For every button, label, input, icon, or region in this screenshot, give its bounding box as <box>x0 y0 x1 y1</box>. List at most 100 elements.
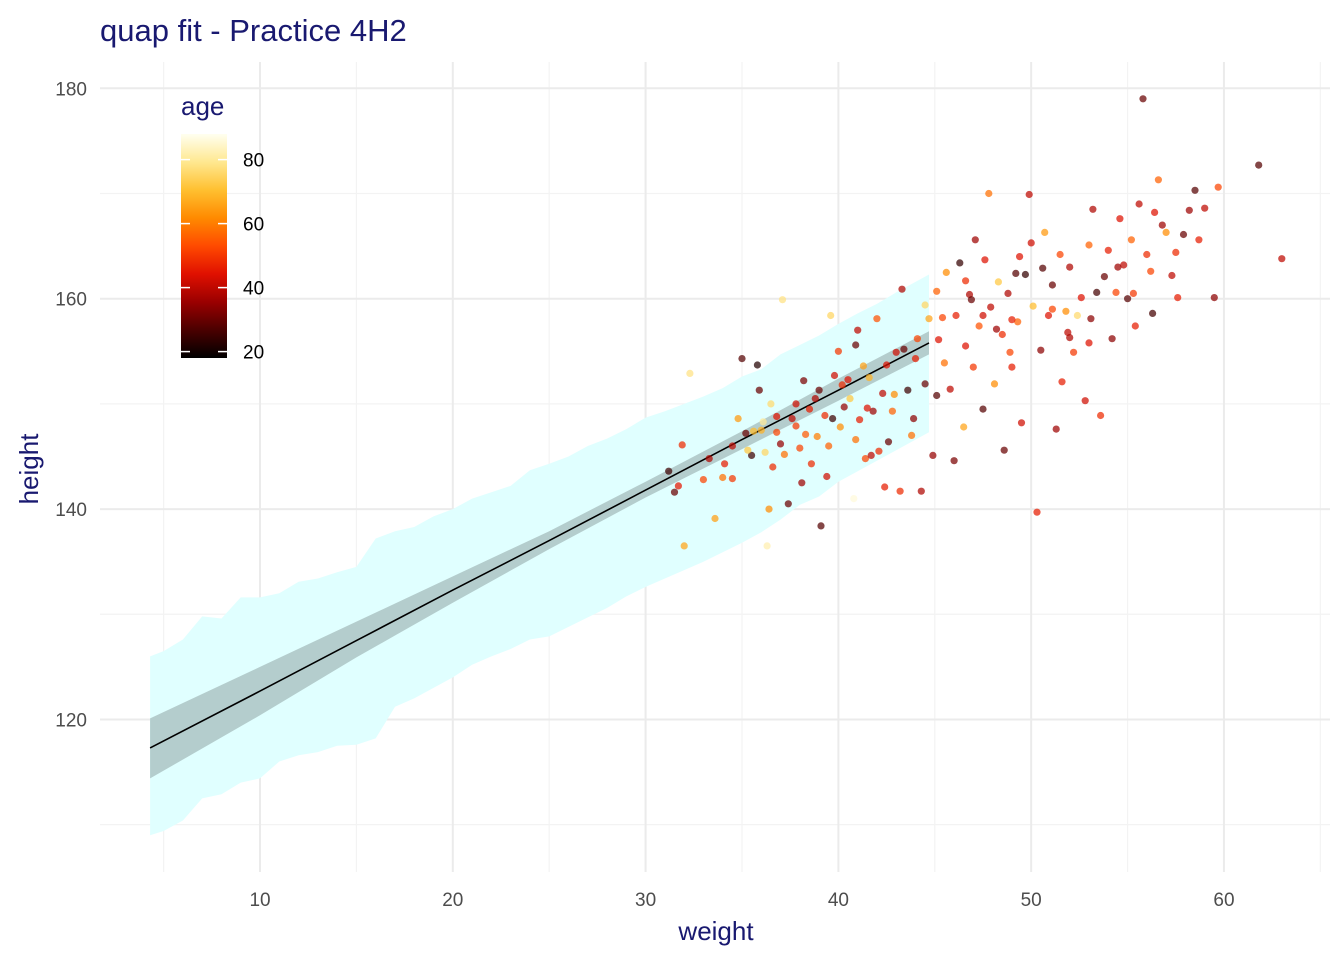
data-point <box>753 361 762 369</box>
legend-tick-label: 60 <box>243 215 264 236</box>
y-tick-label: 160 <box>55 290 87 311</box>
data-point <box>670 488 679 496</box>
data-point <box>975 322 983 330</box>
data-point <box>898 285 906 293</box>
data-point <box>950 457 958 465</box>
data-point <box>825 442 833 450</box>
data-point <box>890 390 898 398</box>
data-point <box>763 542 771 550</box>
data-point <box>755 386 763 394</box>
data-point <box>686 369 694 377</box>
data-point <box>881 483 889 491</box>
data-point <box>1014 318 1022 326</box>
data-point <box>929 451 937 459</box>
data-point <box>767 400 775 408</box>
data-point <box>1039 264 1047 272</box>
data-point <box>1016 253 1024 261</box>
legend: age 20 40 60 80 <box>181 91 264 364</box>
data-point <box>971 236 979 244</box>
data-point <box>1033 508 1041 516</box>
data-point <box>859 362 868 370</box>
data-point <box>967 296 976 304</box>
data-point <box>1097 411 1105 420</box>
data-point <box>979 311 987 320</box>
data-point <box>788 415 796 423</box>
data-point <box>1056 250 1064 259</box>
data-point <box>1127 236 1135 244</box>
data-point <box>834 347 843 355</box>
data-point <box>1201 204 1209 212</box>
data-point <box>757 426 765 434</box>
data-point <box>925 315 933 323</box>
data-point <box>921 301 929 309</box>
data-point <box>734 415 742 423</box>
data-point <box>1162 228 1170 236</box>
data-point <box>811 395 819 403</box>
data-point <box>865 374 873 382</box>
points <box>665 95 1286 550</box>
data-point <box>861 455 870 463</box>
data-point <box>969 363 977 371</box>
data-point <box>1191 186 1199 194</box>
data-point <box>1131 322 1139 330</box>
data-point <box>815 386 823 394</box>
data-point <box>921 380 929 388</box>
data-point <box>867 451 875 459</box>
data-point <box>908 431 916 439</box>
chart-title: quap fit - Practice 4H2 <box>100 13 407 48</box>
data-point <box>1158 221 1166 229</box>
data-point <box>1210 294 1218 302</box>
data-point <box>1116 215 1124 223</box>
data-point <box>823 472 831 481</box>
data-point <box>678 441 686 449</box>
data-point <box>1255 161 1263 169</box>
data-point <box>938 314 947 322</box>
x-tick-label: 50 <box>1021 890 1042 911</box>
data-point <box>728 475 737 483</box>
data-point <box>742 429 750 437</box>
data-point <box>1070 348 1078 356</box>
data-point <box>1179 230 1188 239</box>
data-point <box>1185 206 1193 214</box>
legend-tick-label: 20 <box>243 343 264 364</box>
data-point <box>1120 261 1128 269</box>
data-point <box>992 325 1001 333</box>
data-point <box>913 335 922 343</box>
data-point <box>1143 250 1151 259</box>
data-point <box>1044 311 1053 320</box>
data-point <box>802 430 810 438</box>
data-point <box>875 447 883 455</box>
data-point <box>1135 200 1143 208</box>
x-tick-label: 30 <box>635 890 656 911</box>
data-point <box>1100 273 1108 281</box>
data-point <box>778 296 787 304</box>
data-point <box>1168 271 1176 280</box>
data-point <box>942 268 950 276</box>
data-point <box>1154 176 1162 184</box>
y-tick-label: 120 <box>55 710 87 731</box>
data-point <box>792 400 800 408</box>
data-point <box>990 380 999 388</box>
x-tick-label: 40 <box>828 890 849 911</box>
data-point <box>1021 270 1029 279</box>
data-point <box>960 423 968 431</box>
data-point <box>1147 267 1155 275</box>
y-axis-title: height <box>14 433 44 505</box>
data-point <box>846 395 854 403</box>
data-point <box>1041 228 1049 236</box>
data-point <box>800 377 808 385</box>
data-point <box>1077 294 1085 302</box>
data-point <box>1012 269 1020 277</box>
y-tick-label: 180 <box>55 79 87 100</box>
data-point <box>979 405 987 413</box>
data-point <box>844 376 852 384</box>
data-point <box>744 446 752 454</box>
data-point <box>807 460 816 468</box>
data-point <box>879 389 887 397</box>
data-point <box>792 422 800 430</box>
data-point <box>1048 305 1056 313</box>
x-tick-label: 60 <box>1213 890 1234 911</box>
legend-ticks: 20 40 60 80 <box>181 151 264 364</box>
data-point <box>836 423 844 431</box>
